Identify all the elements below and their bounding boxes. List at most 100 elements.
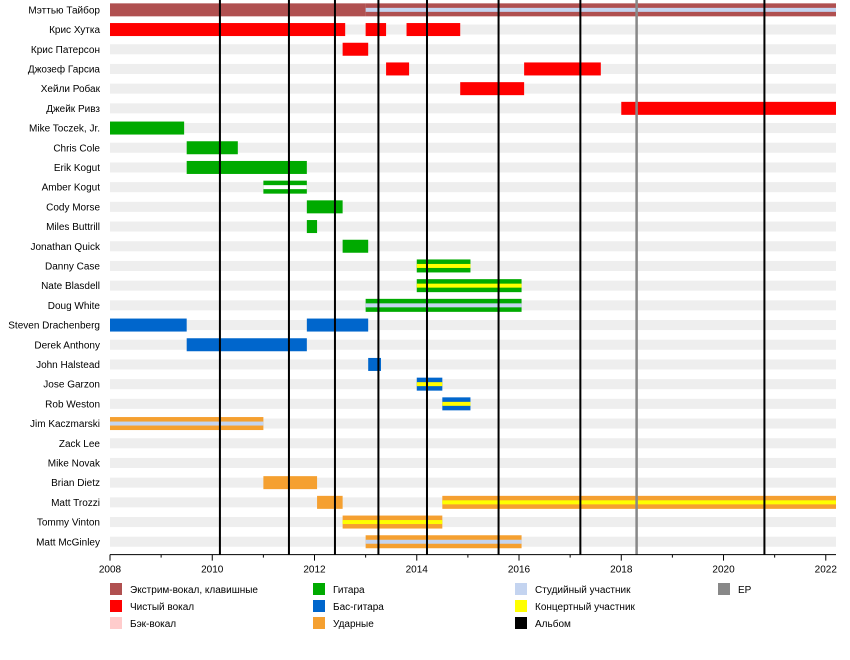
legend-label: Чистый вокал	[130, 602, 194, 613]
member-bar-accent	[365, 7, 836, 12]
legend-swatch	[515, 600, 527, 612]
row-stripe	[110, 162, 836, 173]
member-label: Mike Novak	[48, 458, 101, 469]
row-stripe	[110, 103, 836, 114]
x-tick-label: 2020	[712, 565, 735, 576]
member-bar	[460, 82, 525, 96]
member-label: Мэттью Тайбор	[28, 4, 100, 16]
legend-label: Экстрим-вокал, клавишные	[130, 585, 258, 596]
legend-swatch	[718, 583, 730, 595]
member-bar-accent	[365, 539, 522, 544]
member-label: Amber Kogut	[42, 183, 101, 194]
member-bar	[186, 141, 238, 155]
member-label: Rob Weston	[45, 399, 100, 410]
member-label: John Halstead	[36, 360, 100, 371]
member-bar	[365, 23, 387, 37]
member-bar	[263, 476, 318, 490]
row-stripe	[110, 63, 836, 74]
member-label: Zack Lee	[59, 439, 101, 450]
member-label: Крис Патерсон	[31, 45, 100, 56]
member-bar-accent	[416, 283, 522, 288]
member-label: Jonathan Quick	[31, 242, 101, 253]
x-tick-label: 2014	[406, 565, 429, 576]
legend-label: Концертный участник	[535, 602, 636, 613]
legend-label: Альбом	[535, 618, 571, 630]
x-tick-label: 2008	[99, 565, 122, 576]
row-stripe	[110, 379, 836, 390]
row-stripe	[110, 339, 836, 350]
x-tick-label: 2010	[201, 565, 224, 576]
member-label: Erik Kogut	[54, 163, 100, 174]
member-label: Jose Garzon	[43, 380, 100, 391]
member-label: Nate Blasdell	[41, 281, 100, 292]
member-label: Danny Case	[45, 261, 100, 272]
member-bar	[110, 3, 366, 17]
member-bar	[306, 318, 369, 332]
member-bar-accent	[416, 382, 443, 387]
x-tick-label: 2012	[303, 565, 326, 576]
legend-swatch	[313, 617, 325, 629]
row-stripe	[110, 241, 836, 252]
member-bar	[317, 495, 343, 509]
member-bars	[110, 3, 836, 549]
x-tick-label: 2018	[610, 565, 633, 576]
row-stripe	[110, 142, 836, 153]
row-stripe	[110, 438, 836, 449]
member-bar-accent	[365, 303, 522, 308]
legend-swatch	[515, 583, 527, 595]
member-label: Miles Buttrill	[46, 222, 100, 233]
member-bar	[186, 338, 307, 352]
row-stripe	[110, 477, 836, 488]
legend-swatch	[515, 617, 527, 629]
member-bar	[386, 62, 410, 76]
member-bar-accent	[442, 401, 471, 406]
legend-label: Студийный участник	[535, 585, 631, 596]
row-stripe	[110, 359, 836, 370]
member-bar	[306, 220, 318, 234]
row-stripe	[110, 44, 836, 55]
row-stripe	[110, 260, 836, 271]
legend-swatch	[313, 600, 325, 612]
member-bar	[342, 239, 369, 253]
member-label: Jim Kaczmarski	[30, 419, 100, 430]
row-stripe	[110, 24, 836, 35]
member-label: Doug White	[48, 301, 101, 312]
member-label: Mike Toczek, Jr.	[29, 124, 100, 135]
member-label: Хейли Робак	[41, 83, 101, 95]
member-bar	[110, 318, 187, 332]
member-bar	[342, 42, 369, 56]
legend-label: Бэк-вокал	[130, 619, 176, 630]
member-bar-accent	[342, 520, 443, 525]
row-stripe	[110, 123, 836, 134]
member-bar	[621, 101, 836, 115]
member-label: Brian Dietz	[51, 478, 100, 489]
member-label: Derek Anthony	[34, 340, 100, 351]
member-bar-accent	[110, 421, 264, 426]
member-label: Tommy Vinton	[37, 518, 100, 529]
legend-swatch	[110, 600, 122, 612]
row-stripe	[110, 457, 836, 468]
member-label: Джозеф Гарсиа	[28, 63, 101, 75]
member-labels: Мэттью Тайбор Крис Хутка Крис Патерсон Джоз…	[8, 4, 101, 548]
legend-label: Гитара	[333, 585, 365, 596]
legend-swatch	[313, 583, 325, 595]
member-label: Крис Хутка	[49, 25, 100, 36]
row-stripe	[110, 221, 836, 232]
legend: Экстрим-вокал, клавишные Чистый вокал Бэк-…	[110, 583, 752, 630]
legend-label: Ударные	[333, 619, 374, 630]
row-stripe	[110, 201, 836, 212]
member-bar-accent	[416, 263, 471, 268]
member-bar	[110, 121, 185, 135]
member-label: Cody Morse	[46, 202, 100, 213]
member-bar-accent	[442, 500, 836, 505]
member-bar-accent	[263, 185, 307, 190]
row-stripe	[110, 182, 836, 193]
x-axis: 2008 2010 2012 2014 2016 2018 2020 2022	[99, 554, 837, 576]
member-bar	[406, 23, 461, 37]
legend-swatch	[110, 617, 122, 629]
member-bar	[110, 23, 346, 37]
legend-label: Бас-гитара	[333, 602, 384, 613]
member-label: Matt Trozzi	[51, 498, 100, 509]
member-label: Джейк Ривз	[46, 104, 100, 115]
